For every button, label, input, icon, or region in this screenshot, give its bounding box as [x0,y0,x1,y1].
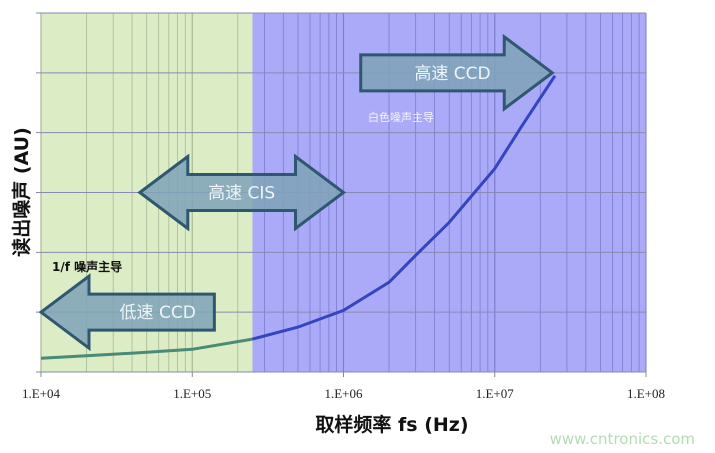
watermark: www.cntronics.com [550,430,695,448]
x-tick-label: 1.E+08 [627,386,665,401]
curve-high-segment [252,74,557,341]
arrow-left [38,273,216,352]
region-label-1f: 1/f 噪声主导 [52,259,122,274]
arrow-label: 高速 CIS [208,184,275,204]
arrow-both [137,153,346,232]
x-axis-label: 取样频率 fs (Hz) [315,413,468,436]
y-axis-label: 读出噪声 (AU) [10,127,33,257]
arrow-right [359,33,555,112]
arrow-label: 低速 CCD [120,303,196,323]
arrow-label: 高速 CCD [414,64,490,84]
region-label-white: 白色噪声主导 [368,110,434,124]
x-tick-label: 1.E+05 [173,386,211,401]
x-tick-label: 1.E+07 [476,386,515,401]
curve-low-segment [40,337,253,360]
x-tick-label: 1.E+06 [324,386,363,401]
x-tick-label: 1.E+04 [22,386,61,401]
